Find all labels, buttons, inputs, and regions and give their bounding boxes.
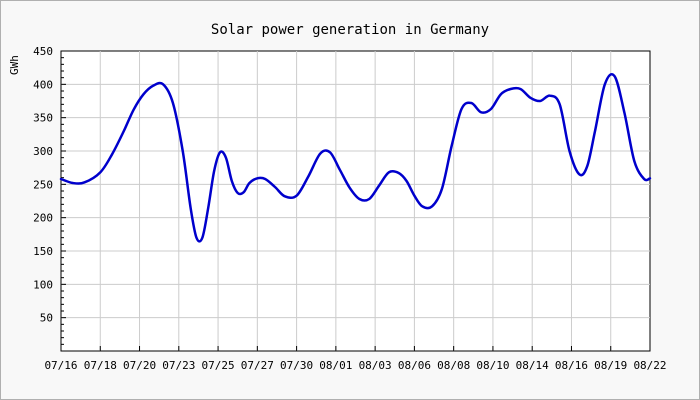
x-tick-label: 08/14 [516,359,549,372]
x-tick-label: 08/10 [476,359,509,372]
x-tick-label: 08/16 [555,359,588,372]
chart-title: Solar power generation in Germany [211,22,489,38]
plot-area [60,50,651,352]
x-tick-label: 08/19 [594,359,627,372]
x-tick-label: 07/18 [84,359,117,372]
x-tick-label: 08/08 [437,359,470,372]
x-tick-label: 07/16 [44,359,77,372]
x-tick-label: 08/01 [319,359,352,372]
x-tick-label: 07/20 [123,359,156,372]
y-tick-label: 50 [40,312,53,325]
x-tick-label: 07/23 [162,359,195,372]
x-tick-label: 08/22 [633,359,666,372]
series-line-0 [59,73,652,243]
y-tick-label: 100 [33,278,53,291]
series-layer [59,73,652,243]
axes [60,50,651,352]
y-tick-label: 200 [33,212,53,225]
y-tick-label: 400 [33,78,53,91]
x-tick-label: 08/06 [398,359,431,372]
x-tick-label: 07/30 [280,359,313,372]
x-tick-label: 07/27 [241,359,274,372]
y-tick-label: 150 [33,245,53,258]
y-tick-label: 300 [33,145,53,158]
tick-labels: 50 100 150 200 250 300 350 400 450 07/16 07/18 07/2… [33,45,666,372]
y-tick-label: 450 [33,45,53,58]
y-tick-label: 250 [33,178,53,191]
x-tick-label: 08/03 [359,359,392,372]
y-tick-label: 350 [33,112,53,125]
x-tick-label: 07/25 [202,359,235,372]
y-axis-label: GWh [8,55,21,75]
